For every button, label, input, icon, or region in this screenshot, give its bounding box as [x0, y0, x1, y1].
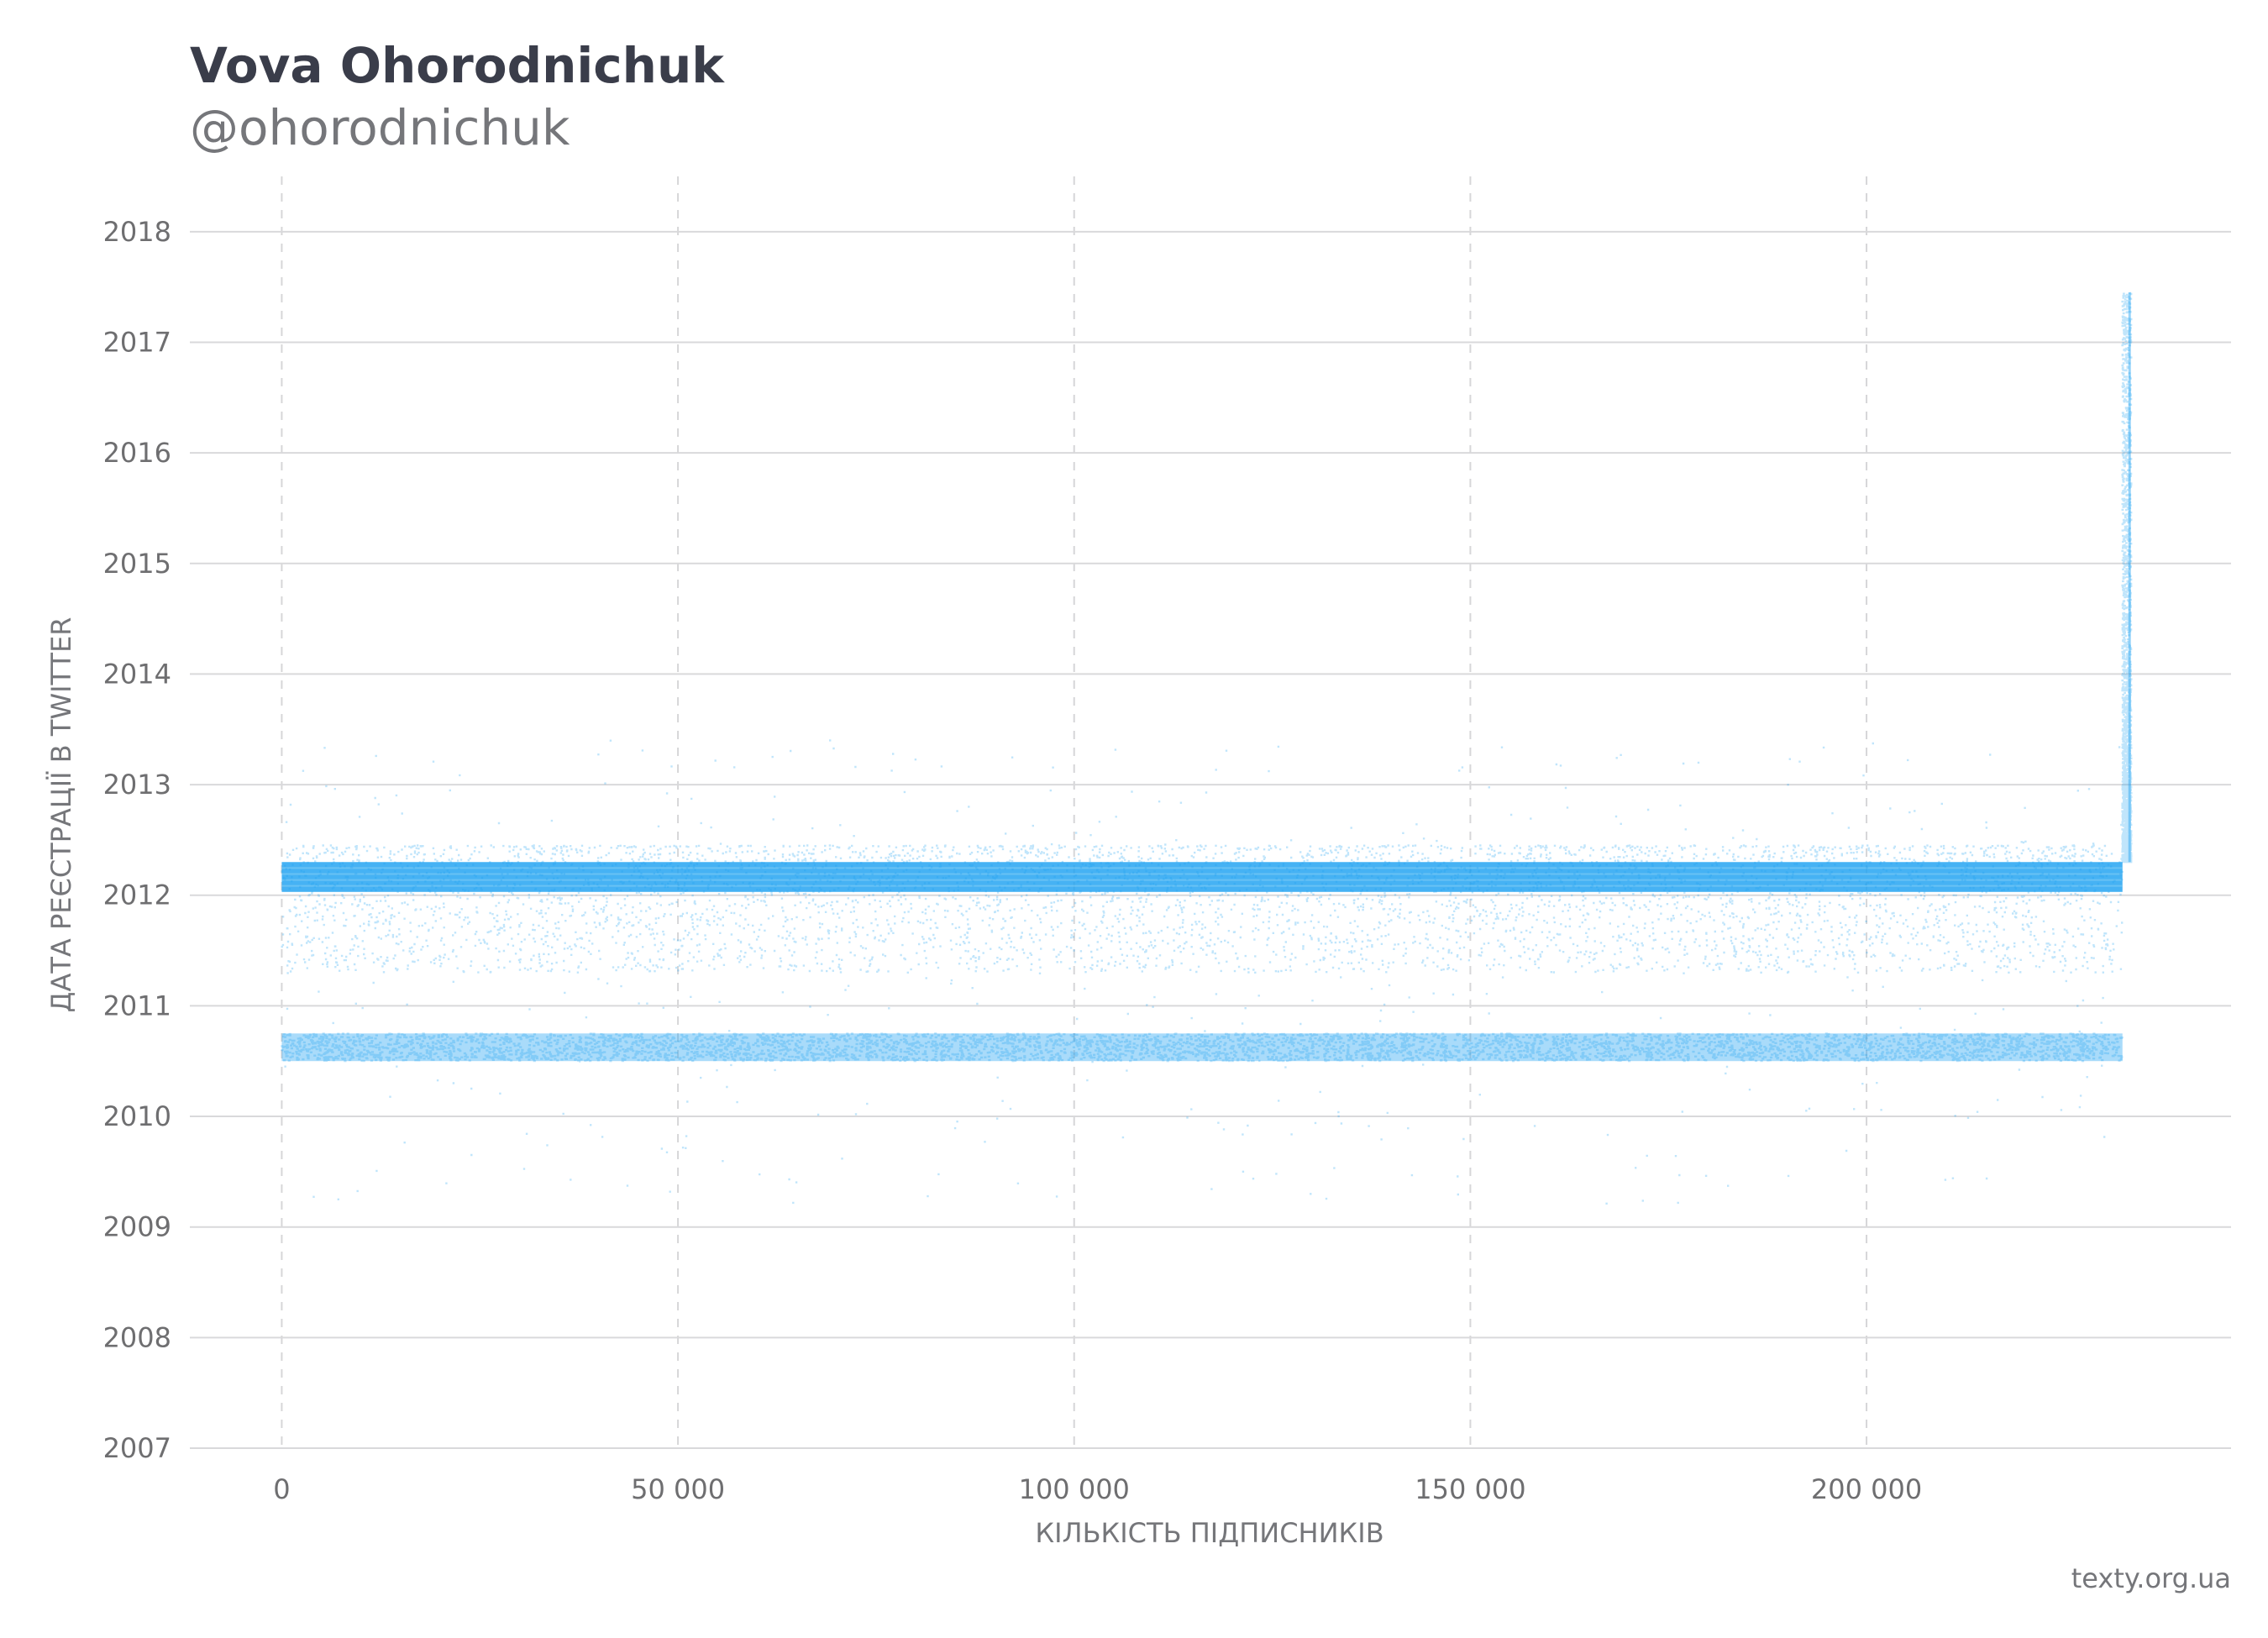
- scatter-dots: [281, 291, 2133, 1205]
- y-tick-label: 2009: [103, 1211, 171, 1243]
- source-credit: texty.org.ua: [2071, 1562, 2231, 1594]
- y-tick-label: 2013: [103, 769, 171, 801]
- y-tick-label: 2014: [103, 658, 171, 690]
- x-tick-label: 50 000: [631, 1473, 725, 1505]
- x-tick-label: 200 000: [1811, 1473, 1922, 1505]
- y-tick-label: 2017: [103, 326, 171, 358]
- y-tick-label: 2010: [103, 1100, 171, 1132]
- y-tick-label: 2015: [103, 548, 171, 580]
- chart-title: Vova Ohorodnichuk: [190, 37, 724, 94]
- x-axis-label: КІЛЬКІСТЬ ПІДПИСНИКІВ: [1035, 1517, 1383, 1549]
- x-tick-label: 100 000: [1019, 1473, 1130, 1505]
- y-tick-label: 2008: [103, 1321, 171, 1353]
- band-2012: [281, 862, 2123, 892]
- axis-ticks: 0 50 000 100 000 150 000 200 000 2007 2008 2009…: [103, 216, 1923, 1505]
- band-2010: [281, 1033, 2123, 1062]
- grid: [190, 176, 2231, 1449]
- y-tick-label: 2018: [103, 216, 171, 248]
- y-tick-label: 2016: [103, 437, 171, 469]
- chart-subtitle: @ohorodnichuk: [190, 99, 570, 156]
- y-axis-label: ДАТА РЕЄСТРАЦІЇ В TWITTER: [45, 617, 77, 1012]
- y-tick-label: 2012: [103, 879, 171, 911]
- x-tick-label: 0: [273, 1473, 290, 1505]
- y-tick-label: 2007: [103, 1432, 171, 1464]
- scatter-points: [281, 291, 2133, 1205]
- y-tick-label: 2011: [103, 990, 171, 1021]
- x-tick-label: 150 000: [1415, 1473, 1525, 1505]
